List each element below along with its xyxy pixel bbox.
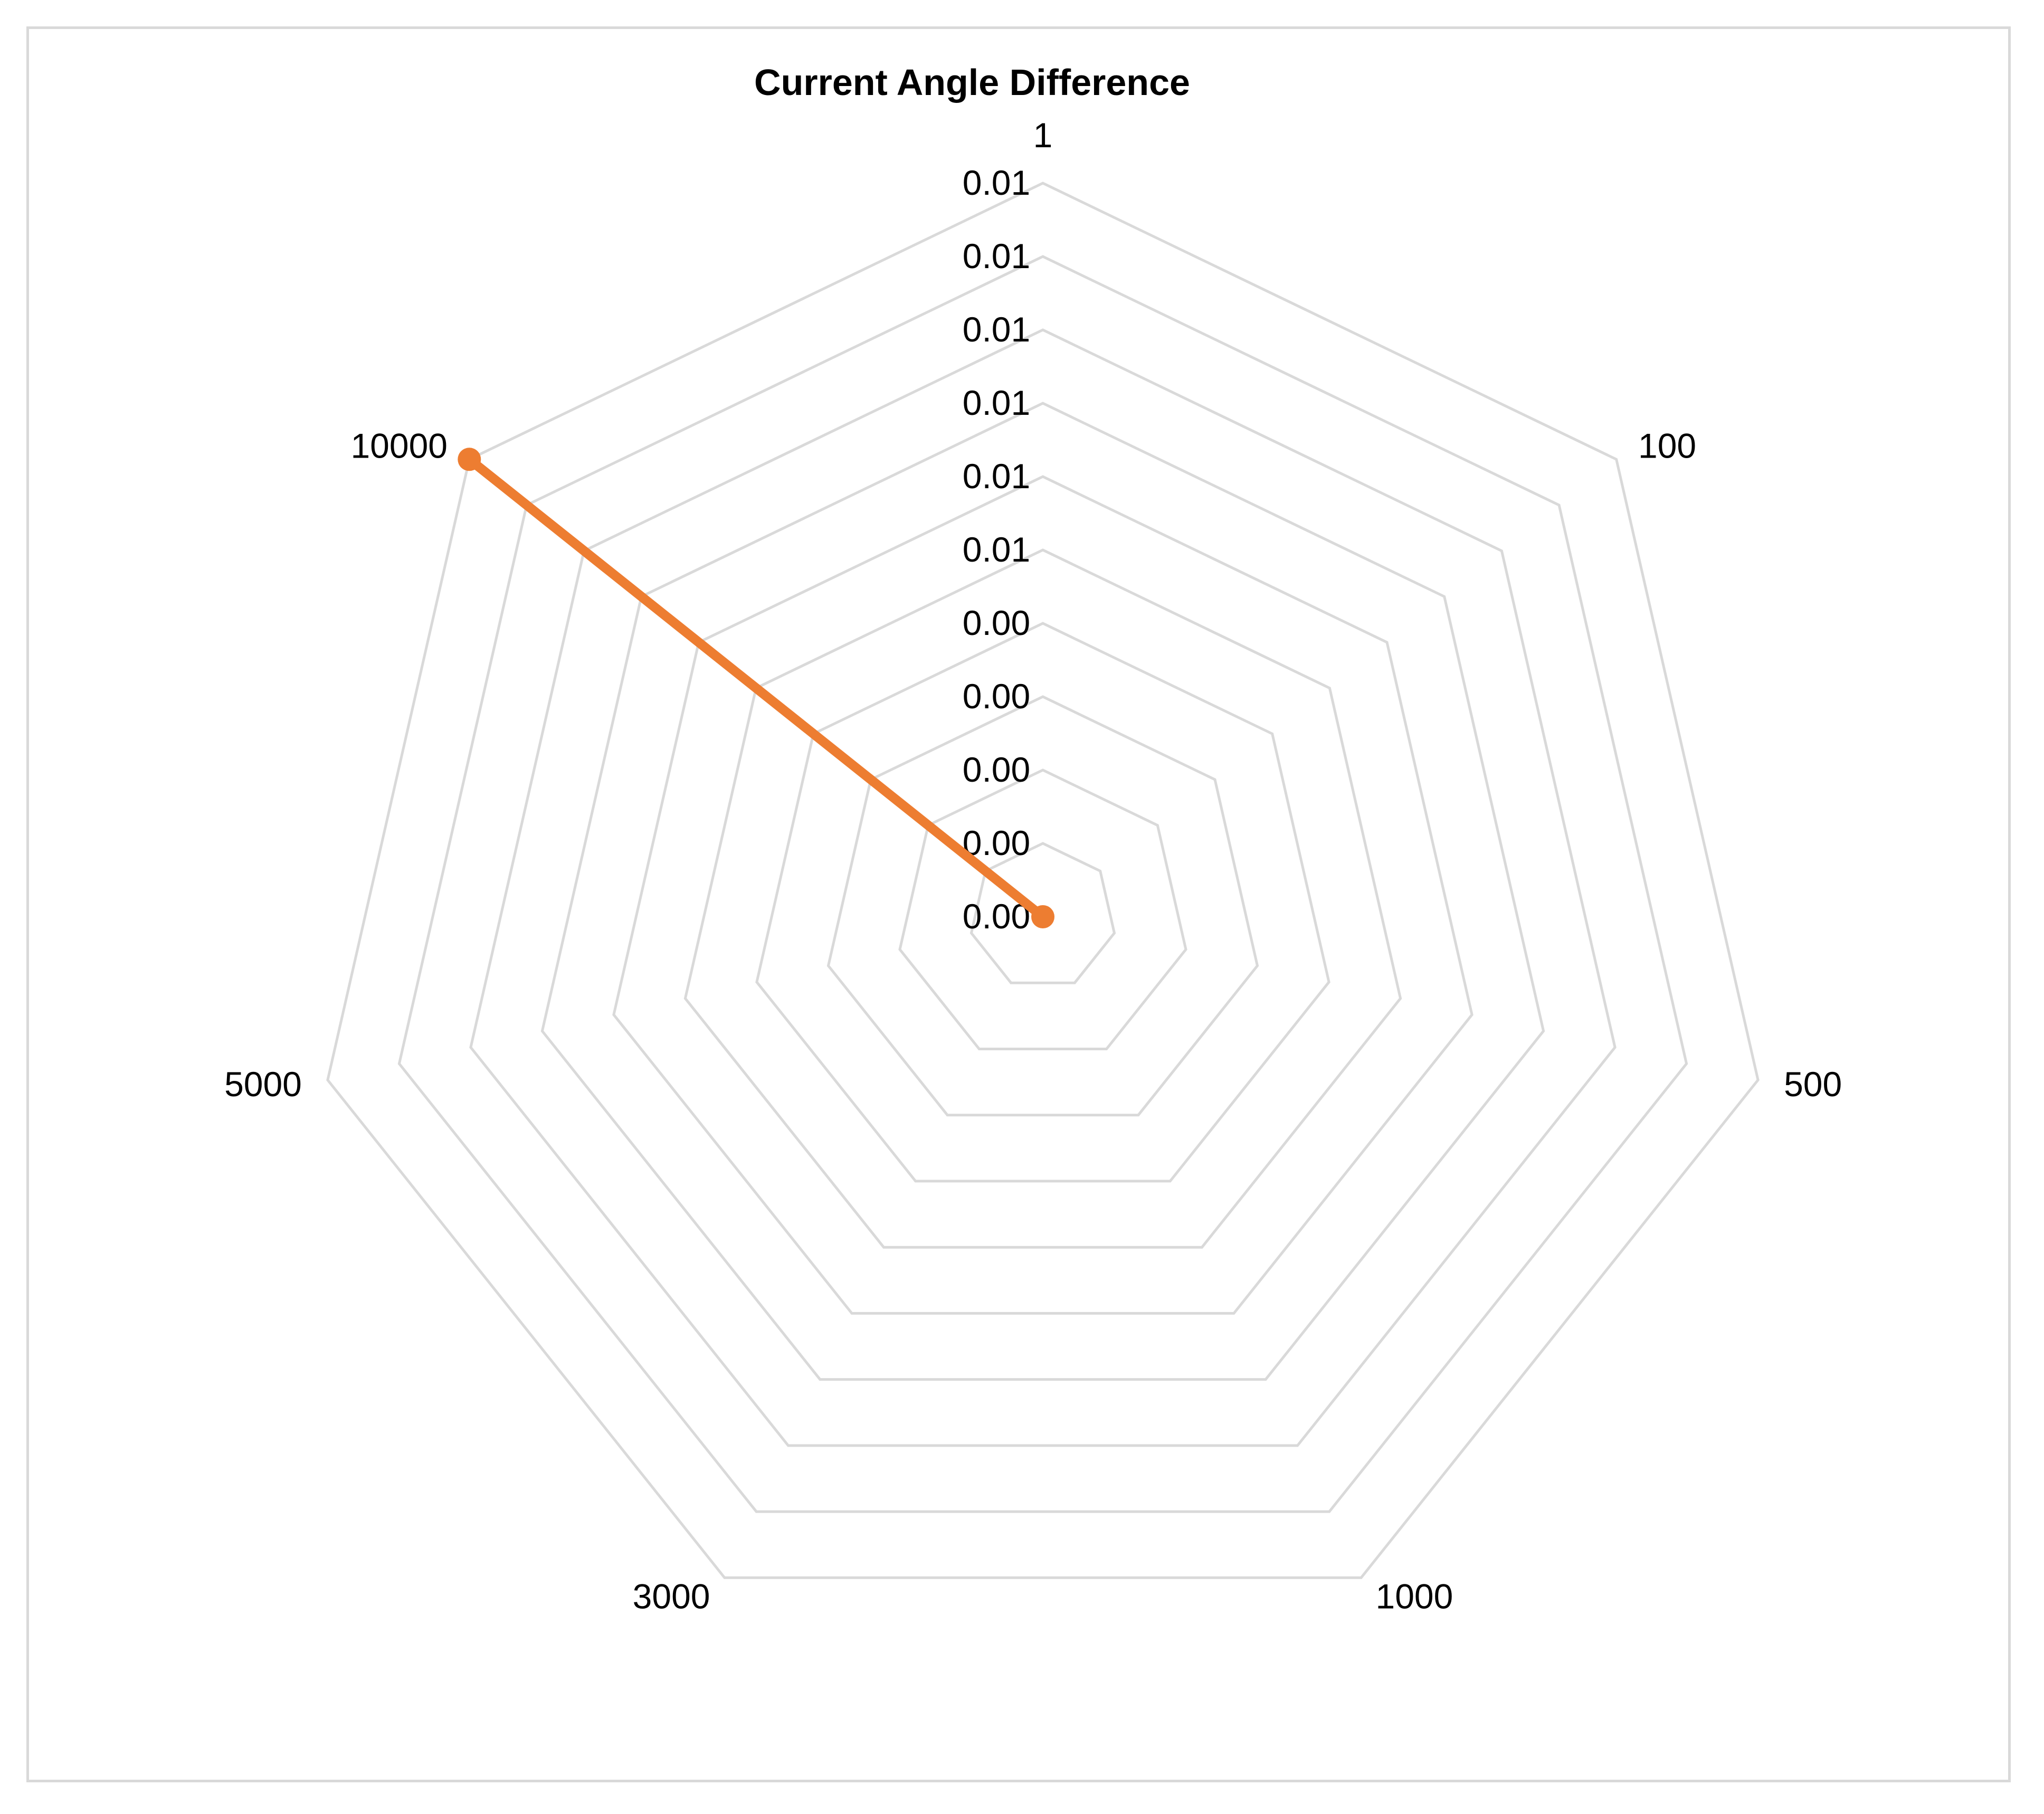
category-label: 3000 [633,1576,710,1616]
radar-grid [326,182,1760,1579]
radial-tick-label: 0.01 [963,457,1030,496]
category-label: 5000 [224,1065,302,1104]
radial-tick-label: 0.00 [963,603,1030,642]
grid-ring [969,842,1116,984]
category-label: 100 [1638,426,1696,465]
grid-ring [326,182,1760,1579]
grid-ring [898,768,1187,1050]
series-point [458,448,481,471]
grid-ring [826,695,1259,1117]
grid-ring [612,475,1473,1315]
category-label: 1 [1033,116,1053,155]
category-label: 500 [1784,1065,1842,1104]
category-labels: 1 100 500 1000 3000 5000 10000 [224,116,1842,1616]
series-line [464,454,1048,922]
category-label: 10000 [350,426,448,465]
grid-ring [755,622,1330,1183]
grid-ring [683,548,1402,1249]
grid-ring [469,328,1617,1447]
grid-ring [540,402,1545,1381]
radial-tick-label: 0.00 [963,677,1030,716]
radial-tick-label: 0.01 [963,383,1030,422]
radial-tick-label: 0.01 [963,530,1030,569]
radial-tick-label: 0.01 [963,310,1030,349]
grid-ring [397,255,1688,1513]
chart-frame [26,26,2011,1782]
series-layer [458,448,1054,928]
category-label: 1000 [1376,1576,1453,1616]
radial-tick-label: 0.00 [963,750,1030,789]
chart-title: Current Angle Difference [754,62,1190,103]
radial-tick-label: 0.01 [963,163,1030,202]
radial-tick-label: 0.01 [963,236,1030,276]
series-point [1031,905,1054,928]
